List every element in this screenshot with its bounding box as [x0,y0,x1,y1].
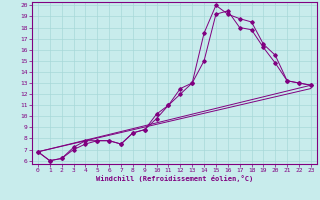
X-axis label: Windchill (Refroidissement éolien,°C): Windchill (Refroidissement éolien,°C) [96,175,253,182]
